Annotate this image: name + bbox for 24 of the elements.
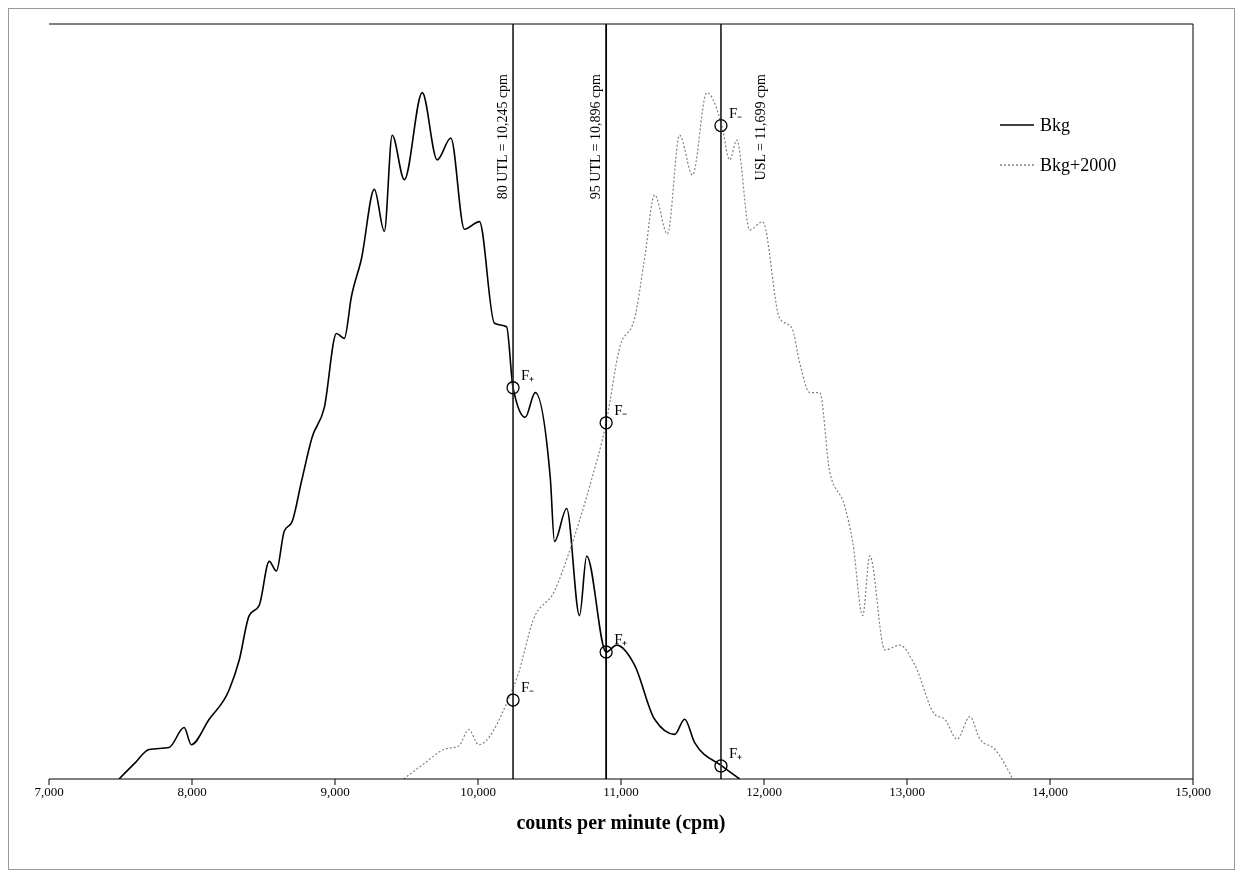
legend-label: Bkg xyxy=(1040,114,1071,137)
annotation: F₊ xyxy=(614,631,628,648)
annotation: F₋ xyxy=(728,104,743,121)
x-tick-label: 7,000 xyxy=(34,784,64,800)
point xyxy=(714,759,728,773)
x-tick-label: 13,000 xyxy=(889,784,925,800)
x-tick-label: 14,000 xyxy=(1032,784,1068,800)
annotation: F₊ xyxy=(521,366,535,383)
annotation: F₊ xyxy=(728,744,743,761)
x-tick-label: 10,000 xyxy=(460,784,496,800)
ref-line-label: USL = 11,699 cpm xyxy=(752,73,768,181)
point xyxy=(506,381,520,395)
annotation: F₋ xyxy=(614,401,628,418)
x-tick-label: 9,000 xyxy=(320,784,350,800)
x-tick-label: 8,000 xyxy=(177,784,207,800)
ref-line-label: 95 UTL = 10,896 cpm xyxy=(588,73,604,200)
x-tick-label: 12,000 xyxy=(746,784,782,800)
x-tick-label: 15,000 xyxy=(1175,784,1211,800)
annotation: F₋ xyxy=(521,679,535,696)
ref-line-label: 80 UTL = 10,245 cpm xyxy=(495,73,511,200)
x-tick-label: 11,000 xyxy=(603,784,639,800)
x-axis-title: counts per minute (cpm) xyxy=(516,811,726,834)
legend-label: Bkg+2000 xyxy=(1040,154,1117,177)
point xyxy=(599,645,613,659)
